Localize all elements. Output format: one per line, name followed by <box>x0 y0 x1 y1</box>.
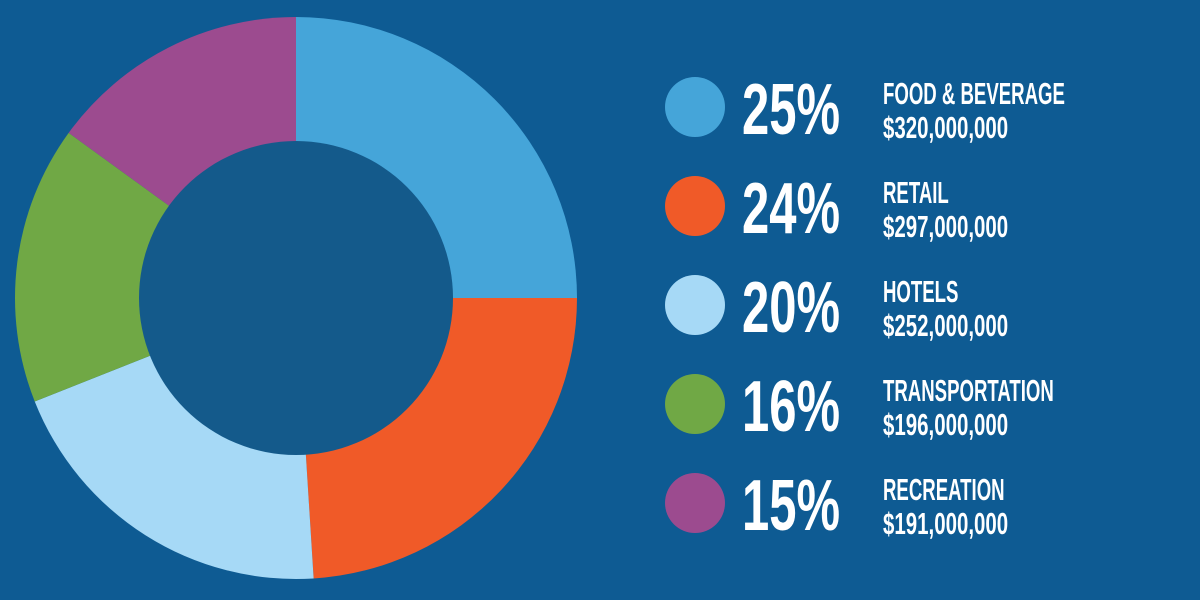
legend-swatch <box>665 473 725 533</box>
legend-amount: $252,000,000 <box>883 308 1008 343</box>
legend-swatch <box>665 374 725 434</box>
legend-percent: 15% <box>742 466 840 546</box>
legend-percent: 24% <box>742 169 840 249</box>
legend-amount: $320,000,000 <box>883 110 1008 145</box>
legend-percent: 20% <box>742 268 840 348</box>
legend-swatch <box>665 77 725 137</box>
legend-category: TRANSPORTATION <box>883 373 1054 408</box>
legend-percent: 16% <box>742 367 840 447</box>
legend-swatch <box>665 176 725 236</box>
legend-percent: 25% <box>742 70 840 150</box>
legend-category: RETAIL <box>883 175 949 210</box>
legend-category: FOOD & BEVERAGE <box>883 76 1065 111</box>
legend-category: RECREATION <box>883 472 1005 507</box>
legend-amount: $196,000,000 <box>883 407 1008 442</box>
legend-swatch <box>665 275 725 335</box>
legend-category: HOTELS <box>883 274 958 309</box>
donut-hole <box>139 141 453 455</box>
legend-amount: $191,000,000 <box>883 506 1008 541</box>
legend-amount: $297,000,000 <box>883 209 1008 244</box>
